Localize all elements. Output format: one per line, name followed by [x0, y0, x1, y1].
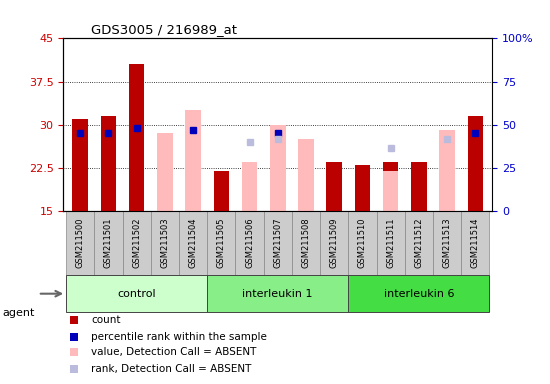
Text: percentile rank within the sample: percentile rank within the sample — [91, 331, 267, 341]
Bar — [213, 171, 229, 211]
Bar — [383, 162, 398, 211]
Text: GSM211507: GSM211507 — [273, 218, 282, 268]
Text: GSM211506: GSM211506 — [245, 218, 254, 268]
FancyBboxPatch shape — [320, 211, 348, 275]
Text: GSM211514: GSM211514 — [471, 218, 480, 268]
FancyBboxPatch shape — [348, 275, 490, 312]
Bar — [298, 139, 314, 211]
Text: GSM211505: GSM211505 — [217, 218, 226, 268]
Bar — [270, 125, 285, 211]
FancyBboxPatch shape — [94, 211, 123, 275]
Text: interleukin 1: interleukin 1 — [243, 289, 313, 299]
Text: GSM211509: GSM211509 — [329, 218, 339, 268]
Bar — [129, 64, 145, 211]
Text: GSM211513: GSM211513 — [443, 218, 452, 268]
Text: agent: agent — [3, 308, 35, 318]
Bar — [101, 116, 116, 211]
FancyBboxPatch shape — [123, 211, 151, 275]
FancyBboxPatch shape — [433, 211, 461, 275]
Bar — [157, 133, 173, 211]
FancyBboxPatch shape — [151, 211, 179, 275]
Text: GDS3005 / 216989_at: GDS3005 / 216989_at — [91, 23, 236, 36]
Text: count: count — [91, 315, 120, 325]
Text: GSM211500: GSM211500 — [76, 218, 85, 268]
FancyBboxPatch shape — [66, 211, 94, 275]
FancyBboxPatch shape — [66, 275, 207, 312]
Text: rank, Detection Call = ABSENT: rank, Detection Call = ABSENT — [91, 364, 251, 374]
FancyBboxPatch shape — [348, 211, 377, 275]
FancyBboxPatch shape — [292, 211, 320, 275]
Bar — [411, 162, 427, 211]
Bar — [327, 162, 342, 211]
Bar — [242, 162, 257, 211]
Text: GSM211502: GSM211502 — [132, 218, 141, 268]
Text: GSM211501: GSM211501 — [104, 218, 113, 268]
Bar — [355, 165, 370, 211]
Text: GSM211503: GSM211503 — [161, 218, 169, 268]
Bar — [383, 171, 398, 211]
Bar — [73, 119, 88, 211]
Text: GSM211508: GSM211508 — [301, 218, 310, 268]
FancyBboxPatch shape — [235, 211, 263, 275]
FancyBboxPatch shape — [207, 275, 348, 312]
Text: control: control — [117, 289, 156, 299]
Text: interleukin 6: interleukin 6 — [383, 289, 454, 299]
Text: GSM211512: GSM211512 — [414, 218, 424, 268]
Text: GSM211510: GSM211510 — [358, 218, 367, 268]
Bar — [439, 131, 455, 211]
Text: GSM211511: GSM211511 — [386, 218, 395, 268]
FancyBboxPatch shape — [377, 211, 405, 275]
Bar — [468, 116, 483, 211]
FancyBboxPatch shape — [461, 211, 490, 275]
Bar — [185, 110, 201, 211]
FancyBboxPatch shape — [179, 211, 207, 275]
Text: value, Detection Call = ABSENT: value, Detection Call = ABSENT — [91, 347, 256, 357]
FancyBboxPatch shape — [405, 211, 433, 275]
FancyBboxPatch shape — [207, 211, 235, 275]
FancyBboxPatch shape — [263, 211, 292, 275]
Text: GSM211504: GSM211504 — [189, 218, 197, 268]
